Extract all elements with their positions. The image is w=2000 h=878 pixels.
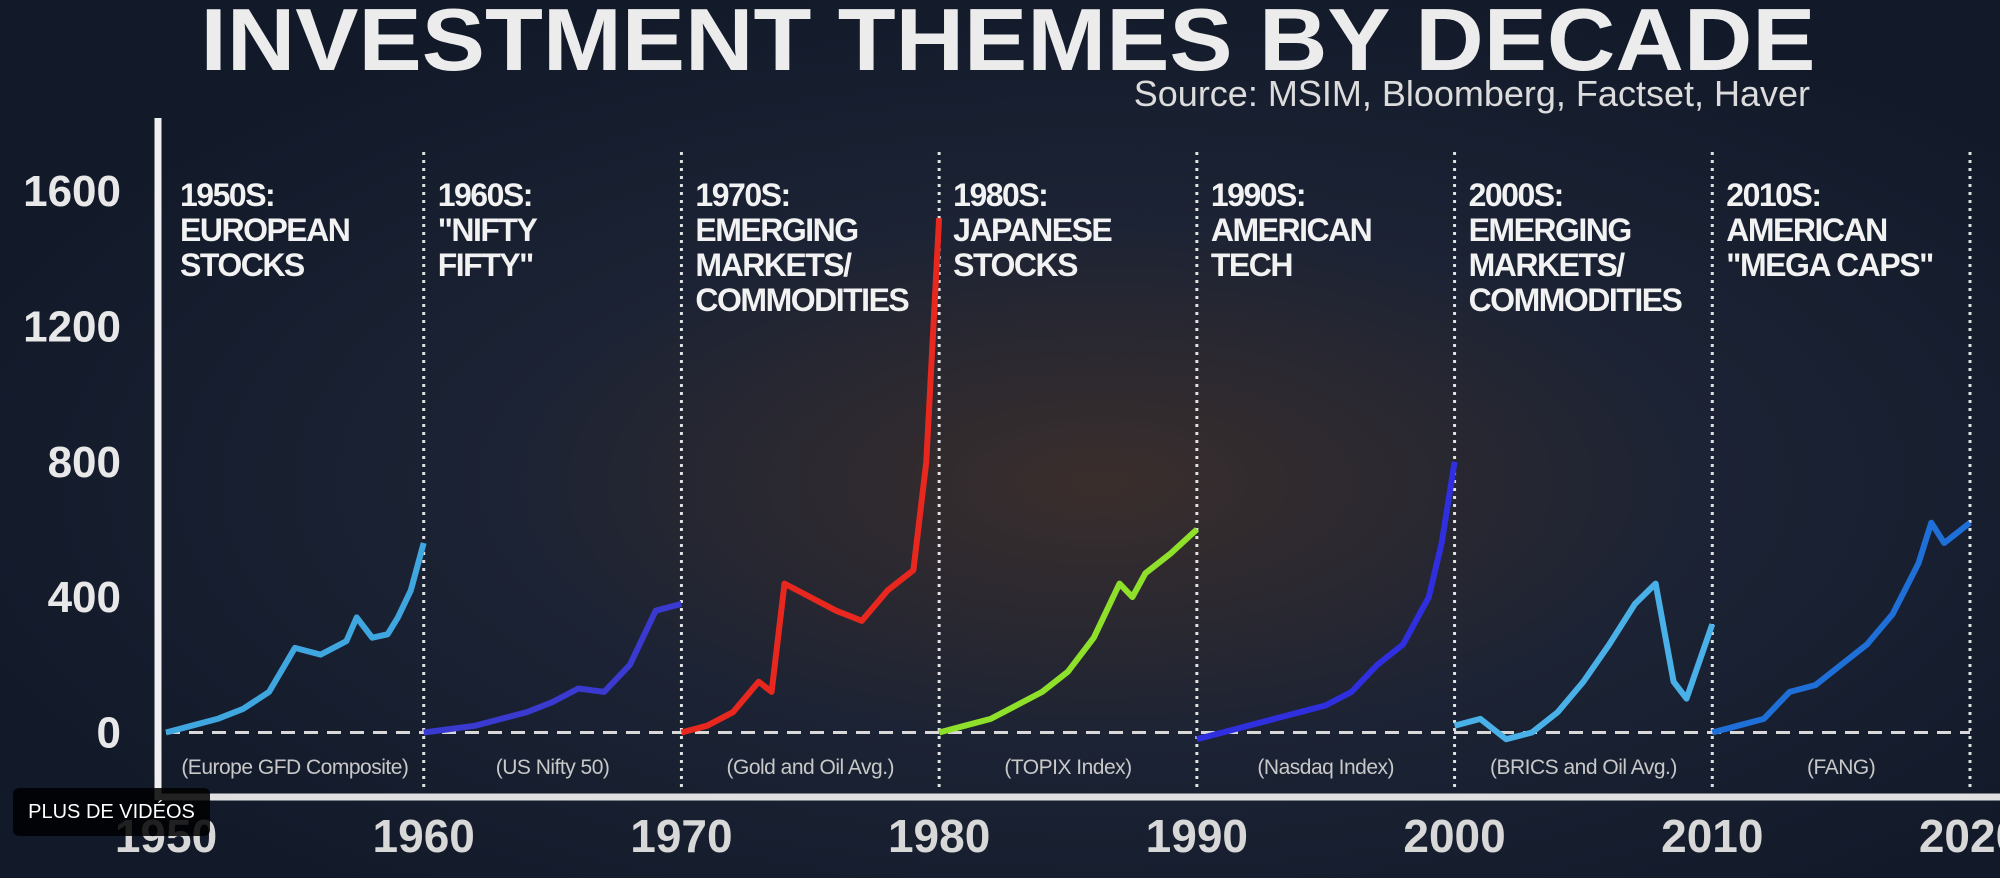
series-line [423, 600, 683, 736]
theme-label: 1950S: [180, 177, 274, 213]
x-tick-label: 2000 [1403, 810, 1505, 862]
theme-label: COMMODITIES [1469, 282, 1683, 318]
theme-label: EMERGING [695, 212, 857, 248]
theme-label: 1960S: [438, 177, 532, 213]
chart-subtitle: Source: MSIM, Bloomberg, Factset, Haver [1134, 73, 1810, 114]
theme-label: FIFTY" [438, 247, 533, 283]
x-tick-label: 1980 [888, 810, 990, 862]
series-line [1711, 519, 1972, 736]
series-line [938, 527, 1199, 736]
y-tick-label: 800 [48, 438, 121, 487]
index-label: (Gold and Oil Avg.) [727, 756, 895, 779]
theme-label: 2010S: [1726, 177, 1820, 213]
chart-title: INVESTMENT THEMES BY DECADE [201, 0, 1816, 89]
theme-label: AMERICAN [1726, 212, 1886, 248]
more-videos-button[interactable]: PLUS DE VIDÉOS [13, 788, 210, 836]
index-label: (TOPIX Index) [1004, 756, 1131, 779]
index-label: (BRICS and Oil Avg.) [1490, 756, 1677, 779]
theme-label: COMMODITIES [695, 282, 909, 318]
index-label: (US Nifty 50) [496, 756, 610, 779]
series-line [165, 542, 427, 736]
theme-label: 2000S: [1469, 177, 1563, 213]
theme-label: AMERICAN [1211, 212, 1371, 248]
theme-label: MARKETS/ [695, 247, 852, 283]
theme-label: "MEGA CAPS" [1726, 247, 1933, 283]
theme-label: TECH [1211, 247, 1292, 283]
x-tick-label: 2020 [1919, 810, 2000, 862]
theme-label: 1980S: [953, 177, 1047, 213]
index-label: (FANG) [1807, 756, 1875, 779]
index-label: (Nasdaq Index) [1257, 756, 1394, 779]
theme-label: 1990S: [1211, 177, 1305, 213]
series-line [1453, 580, 1716, 743]
x-tick-label: 1970 [630, 810, 732, 862]
series-line [1196, 461, 1458, 743]
theme-label: EMERGING [1469, 212, 1631, 248]
theme-label: STOCKS [180, 247, 305, 283]
y-tick-label: 1200 [23, 302, 121, 351]
y-tick-label: 400 [48, 573, 121, 622]
theme-label: "NIFTY [438, 212, 538, 248]
index-label: (Europe GFD Composite) [181, 756, 408, 779]
theme-label: JAPANESE [953, 212, 1112, 248]
theme-label: MARKETS/ [1469, 247, 1626, 283]
x-tick-label: 1990 [1146, 810, 1248, 862]
theme-label: STOCKS [953, 247, 1078, 283]
theme-label: 1970S: [695, 177, 789, 213]
x-tick-label: 1960 [373, 810, 475, 862]
y-tick-label: 0 [97, 708, 121, 757]
theme-label: EUROPEAN [180, 212, 349, 248]
series-line [680, 217, 943, 736]
x-tick-label: 2010 [1661, 810, 1763, 862]
y-tick-label: 1600 [23, 167, 121, 216]
